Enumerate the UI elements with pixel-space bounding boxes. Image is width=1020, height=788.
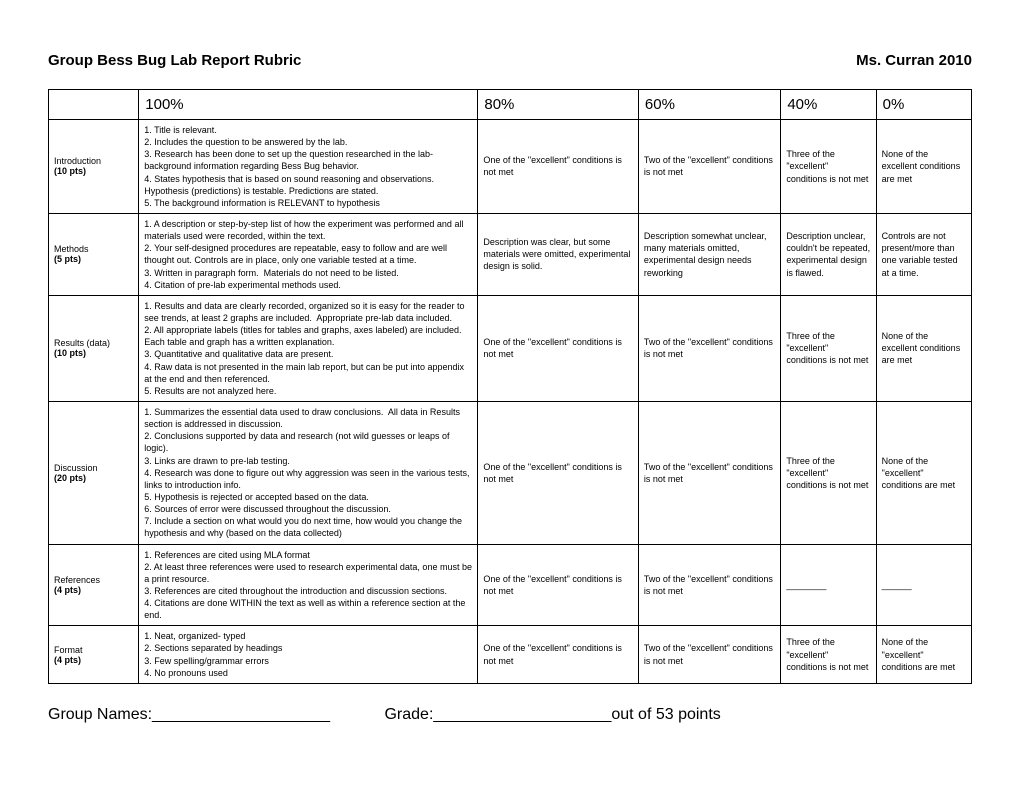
criteria-cell: 1. A description or step-by-step list of… [139,213,478,295]
score-cell-text: Controls are not present/more than one v… [882,230,966,279]
footer: Group Names:____________________ Grade:_… [48,706,972,724]
table-header-row: 100% 80% 60% 40% 0% [49,90,972,120]
score-cell: Two of the "excellent" conditions is not… [638,295,780,401]
category-name: Format [54,645,133,655]
score-cell-text: One of the "excellent" conditions is not… [483,461,633,485]
score-cell: One of the "excellent" conditions is not… [478,295,639,401]
score-cell: Description unclear, couldn't be repeate… [781,213,876,295]
score-cell-text: None of the excellent conditions are met [882,330,966,366]
page-title: Group Bess Bug Lab Report Rubric [48,52,301,69]
score-cell: ________ [781,544,876,626]
score-cell: Two of the "excellent" conditions is not… [638,120,780,214]
criteria-text: 1. Summarizes the essential data used to… [144,406,472,540]
score-cell: Three of the "excellent" conditions is n… [781,626,876,684]
table-row: Results (data)(10 pts)1. Results and dat… [49,295,972,401]
category-cell: Introduction(10 pts) [49,120,139,214]
score-cell-text: Description somewhat unclear, many mater… [644,230,775,279]
col-header [49,90,139,120]
score-cell-text: Three of the "excellent" conditions is n… [786,636,870,672]
score-cell: Two of the "excellent" conditions is not… [638,401,780,544]
col-header: 80% [478,90,639,120]
category-name: Introduction [54,156,133,166]
score-cell-text: Three of the "excellent" conditions is n… [786,455,870,491]
col-header: 100% [139,90,478,120]
score-cell-text: Two of the "excellent" conditions is not… [644,336,775,360]
score-cell: One of the "excellent" conditions is not… [478,544,639,626]
group-names-label: Group Names:____________________ [48,706,330,723]
criteria-text: 1. Neat, organized- typed 2. Sections se… [144,630,472,679]
category-cell: Results (data)(10 pts) [49,295,139,401]
category-name: Results (data) [54,338,133,348]
criteria-text: 1. Results and data are clearly recorded… [144,300,472,397]
col-header: 60% [638,90,780,120]
criteria-text: 1. Title is relevant. 2. Includes the qu… [144,124,472,209]
category-points: (20 pts) [54,473,133,483]
score-cell: None of the excellent conditions are met [876,295,971,401]
score-cell-text: Two of the "excellent" conditions is not… [644,461,775,485]
category-name: Methods [54,244,133,254]
score-cell: One of the "excellent" conditions is not… [478,120,639,214]
score-cell-text: One of the "excellent" conditions is not… [483,154,633,178]
criteria-cell: 1. References are cited using MLA format… [139,544,478,626]
category-name: Discussion [54,463,133,473]
table-row: Discussion(20 pts)1. Summarizes the esse… [49,401,972,544]
score-cell-text: None of the "excellent" conditions are m… [882,636,966,672]
score-cell: Description was clear, but some material… [478,213,639,295]
criteria-cell: 1. Neat, organized- typed 2. Sections se… [139,626,478,684]
score-cell-text: None of the "excellent" conditions are m… [882,455,966,491]
score-cell: Description somewhat unclear, many mater… [638,213,780,295]
score-cell: Three of the "excellent" conditions is n… [781,295,876,401]
criteria-text: 1. A description or step-by-step list of… [144,218,472,291]
category-points: (4 pts) [54,585,133,595]
score-cell-text: One of the "excellent" conditions is not… [483,573,633,597]
criteria-cell: 1. Results and data are clearly recorded… [139,295,478,401]
score-cell: None of the "excellent" conditions are m… [876,401,971,544]
header: Group Bess Bug Lab Report Rubric Ms. Cur… [48,52,972,69]
score-cell-text: None of the excellent conditions are met [882,148,966,184]
score-cell: ______ [876,544,971,626]
score-cell-text: Two of the "excellent" conditions is not… [644,573,775,597]
score-cell: Two of the "excellent" conditions is not… [638,544,780,626]
score-cell: None of the excellent conditions are met [876,120,971,214]
score-cell-text: Two of the "excellent" conditions is not… [644,154,775,178]
score-cell: Three of the "excellent" conditions is n… [781,401,876,544]
category-cell: Methods(5 pts) [49,213,139,295]
col-header: 0% [876,90,971,120]
criteria-cell: 1. Summarizes the essential data used to… [139,401,478,544]
score-cell-text: Description was clear, but some material… [483,236,633,272]
score-cell-text: Three of the "excellent" conditions is n… [786,148,870,184]
category-cell: References(4 pts) [49,544,139,626]
criteria-text: 1. References are cited using MLA format… [144,549,472,622]
score-cell-text: Three of the "excellent" conditions is n… [786,330,870,366]
score-cell-text: ______ [882,579,966,591]
category-name: References [54,575,133,585]
score-cell: Controls are not present/more than one v… [876,213,971,295]
category-points: (4 pts) [54,655,133,665]
table-row: Introduction(10 pts)1. Title is relevant… [49,120,972,214]
rubric-table: 100% 80% 60% 40% 0% Introduction(10 pts)… [48,89,972,684]
score-cell: None of the "excellent" conditions are m… [876,626,971,684]
table-row: Format(4 pts)1. Neat, organized- typed 2… [49,626,972,684]
category-cell: Discussion(20 pts) [49,401,139,544]
score-cell-text: Two of the "excellent" conditions is not… [644,642,775,666]
category-points: (10 pts) [54,166,133,176]
score-cell-text: ________ [786,579,870,591]
score-cell: Two of the "excellent" conditions is not… [638,626,780,684]
score-cell: Three of the "excellent" conditions is n… [781,120,876,214]
score-cell: One of the "excellent" conditions is not… [478,626,639,684]
score-cell-text: Description unclear, couldn't be repeate… [786,230,870,279]
category-points: (5 pts) [54,254,133,264]
header-right: Ms. Curran 2010 [856,52,972,69]
category-points: (10 pts) [54,348,133,358]
table-row: References(4 pts)1. References are cited… [49,544,972,626]
score-cell-text: One of the "excellent" conditions is not… [483,642,633,666]
score-cell-text: One of the "excellent" conditions is not… [483,336,633,360]
category-cell: Format(4 pts) [49,626,139,684]
criteria-cell: 1. Title is relevant. 2. Includes the qu… [139,120,478,214]
score-cell: One of the "excellent" conditions is not… [478,401,639,544]
grade-label: Grade:____________________out of 53 poin… [384,706,720,723]
table-row: Methods(5 pts)1. A description or step-b… [49,213,972,295]
col-header: 40% [781,90,876,120]
